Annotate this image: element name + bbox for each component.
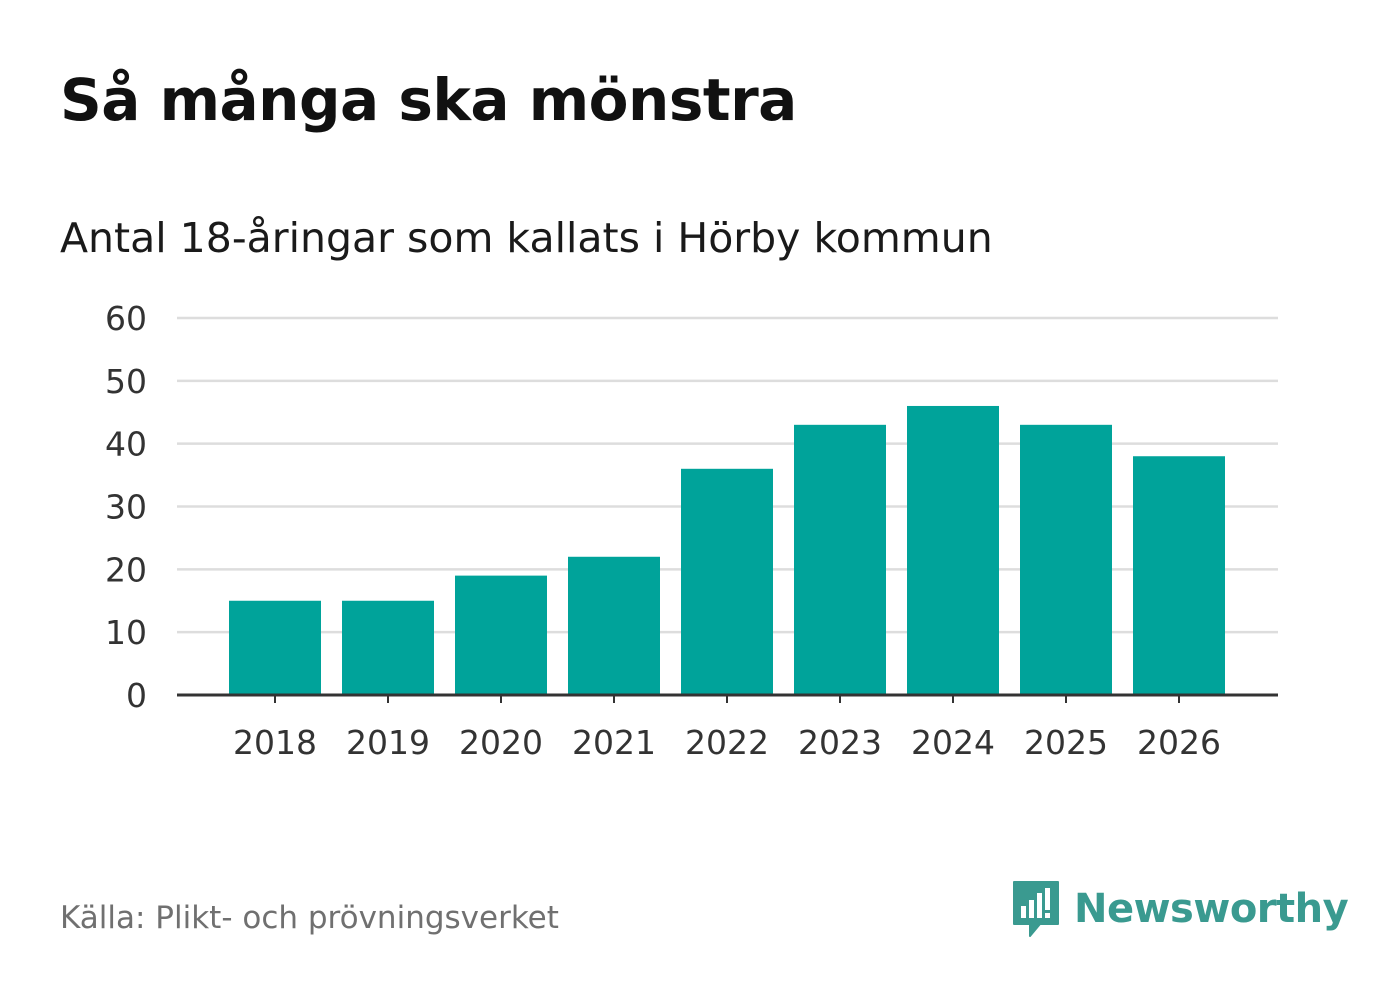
x-tick-label: 2018 xyxy=(233,723,317,762)
x-tick-label: 2024 xyxy=(911,723,995,762)
bar-2026 xyxy=(1133,456,1225,695)
bar-2019 xyxy=(342,600,434,695)
newsworthy-logo: Newsworthy xyxy=(1010,878,1349,940)
bar-2022 xyxy=(681,468,773,695)
x-tick-label: 2022 xyxy=(685,723,769,762)
y-tick-label: 20 xyxy=(105,550,147,589)
y-tick-label: 0 xyxy=(126,676,147,715)
logo-text: Newsworthy xyxy=(1074,886,1349,932)
x-tick-label: 2020 xyxy=(459,723,543,762)
bars xyxy=(229,405,1225,695)
y-tick-label: 30 xyxy=(105,488,147,527)
source-note: Källa: Plikt- och prövningsverket xyxy=(60,900,559,936)
tick-labels: 0 10 20 30 40 50 60 2018 2019 2020 2021 2022 2023 202… xyxy=(105,299,1221,762)
bar-2018 xyxy=(229,600,321,695)
x-tick-label: 2026 xyxy=(1137,723,1221,762)
chart-subtitle: Antal 18-åringar som kallats i Hörby kom… xyxy=(60,214,993,262)
y-tick-label: 60 xyxy=(105,299,147,338)
bar-2023 xyxy=(794,424,886,695)
y-tick-label: 40 xyxy=(105,425,147,464)
x-tick-label: 2025 xyxy=(1024,723,1108,762)
bar-2025 xyxy=(1020,424,1112,695)
y-tick-label: 10 xyxy=(105,613,147,652)
axes xyxy=(177,693,1278,703)
x-tick-label: 2021 xyxy=(572,723,656,762)
chart-title: Så många ska mönstra xyxy=(60,66,797,134)
y-tick-label: 50 xyxy=(105,362,147,401)
bar-2021 xyxy=(568,556,660,695)
bar-2024 xyxy=(907,405,999,695)
bar-2020 xyxy=(455,575,547,695)
newsworthy-logo-icon xyxy=(1013,881,1059,937)
x-tick-label: 2023 xyxy=(798,723,882,762)
x-tick-label: 2019 xyxy=(346,723,430,762)
